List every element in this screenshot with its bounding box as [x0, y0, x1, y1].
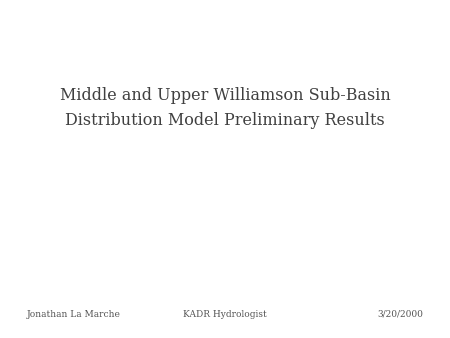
Text: KADR Hydrologist: KADR Hydrologist	[183, 310, 267, 319]
Text: 3/20/2000: 3/20/2000	[377, 310, 423, 319]
Text: Middle and Upper Williamson Sub-Basin
Distribution Model Preliminary Results: Middle and Upper Williamson Sub-Basin Di…	[59, 87, 391, 129]
Text: Jonathan La Marche: Jonathan La Marche	[27, 310, 121, 319]
